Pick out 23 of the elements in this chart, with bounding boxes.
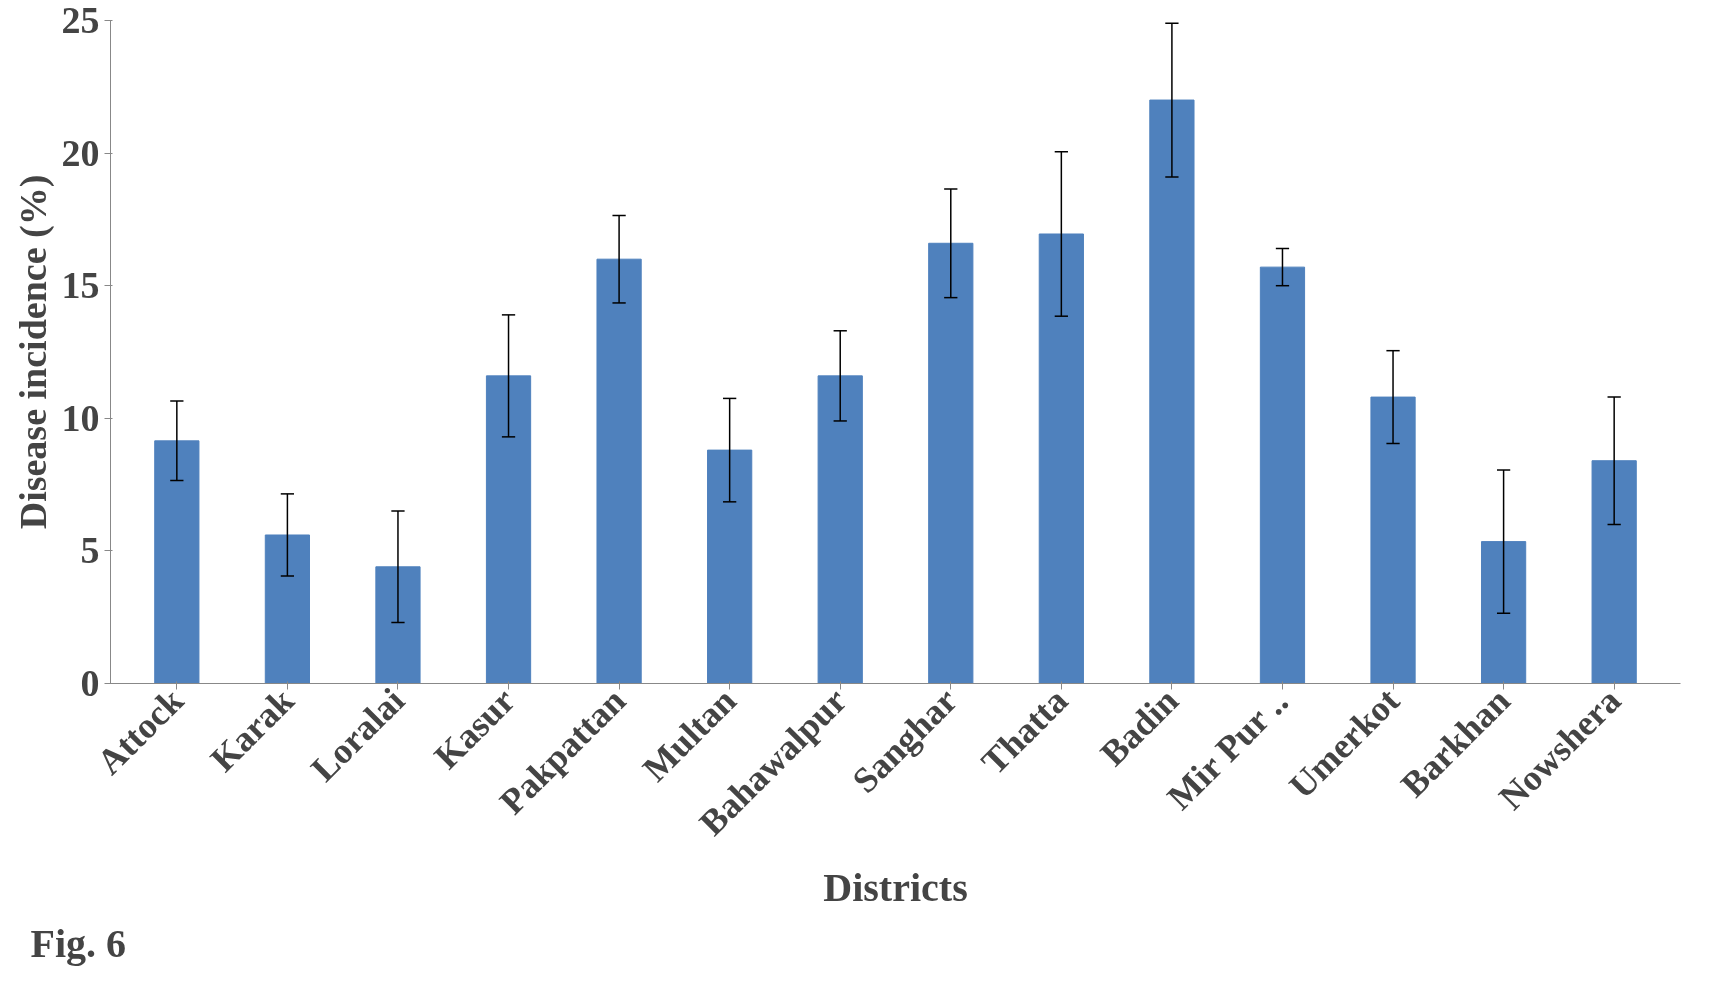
- bar: [1480, 541, 1527, 684]
- y-tick-label: 25: [61, 0, 100, 41]
- bar: [928, 242, 974, 684]
- bar: [1149, 99, 1195, 684]
- bar: [264, 534, 311, 684]
- bar: [1370, 396, 1416, 684]
- bar: [1591, 460, 1637, 684]
- y-tick-label: 10: [61, 396, 100, 439]
- y-tick-label: 5: [80, 529, 100, 572]
- x-axis-title: Districts: [823, 865, 968, 911]
- bar: [375, 566, 421, 684]
- y-axis-title: Disease incidence (%): [11, 174, 55, 530]
- bar: [817, 375, 863, 684]
- bar: [154, 440, 200, 684]
- bar: [596, 258, 642, 684]
- y-tick-label: 15: [61, 264, 100, 307]
- caption: Fig. 6: [30, 920, 127, 966]
- bar: [707, 449, 753, 684]
- bar: [1259, 266, 1306, 684]
- y-tick-label: 0: [80, 662, 100, 704]
- y-tick-label: 20: [61, 131, 100, 174]
- bar: [485, 375, 532, 684]
- bar: [1038, 233, 1084, 684]
